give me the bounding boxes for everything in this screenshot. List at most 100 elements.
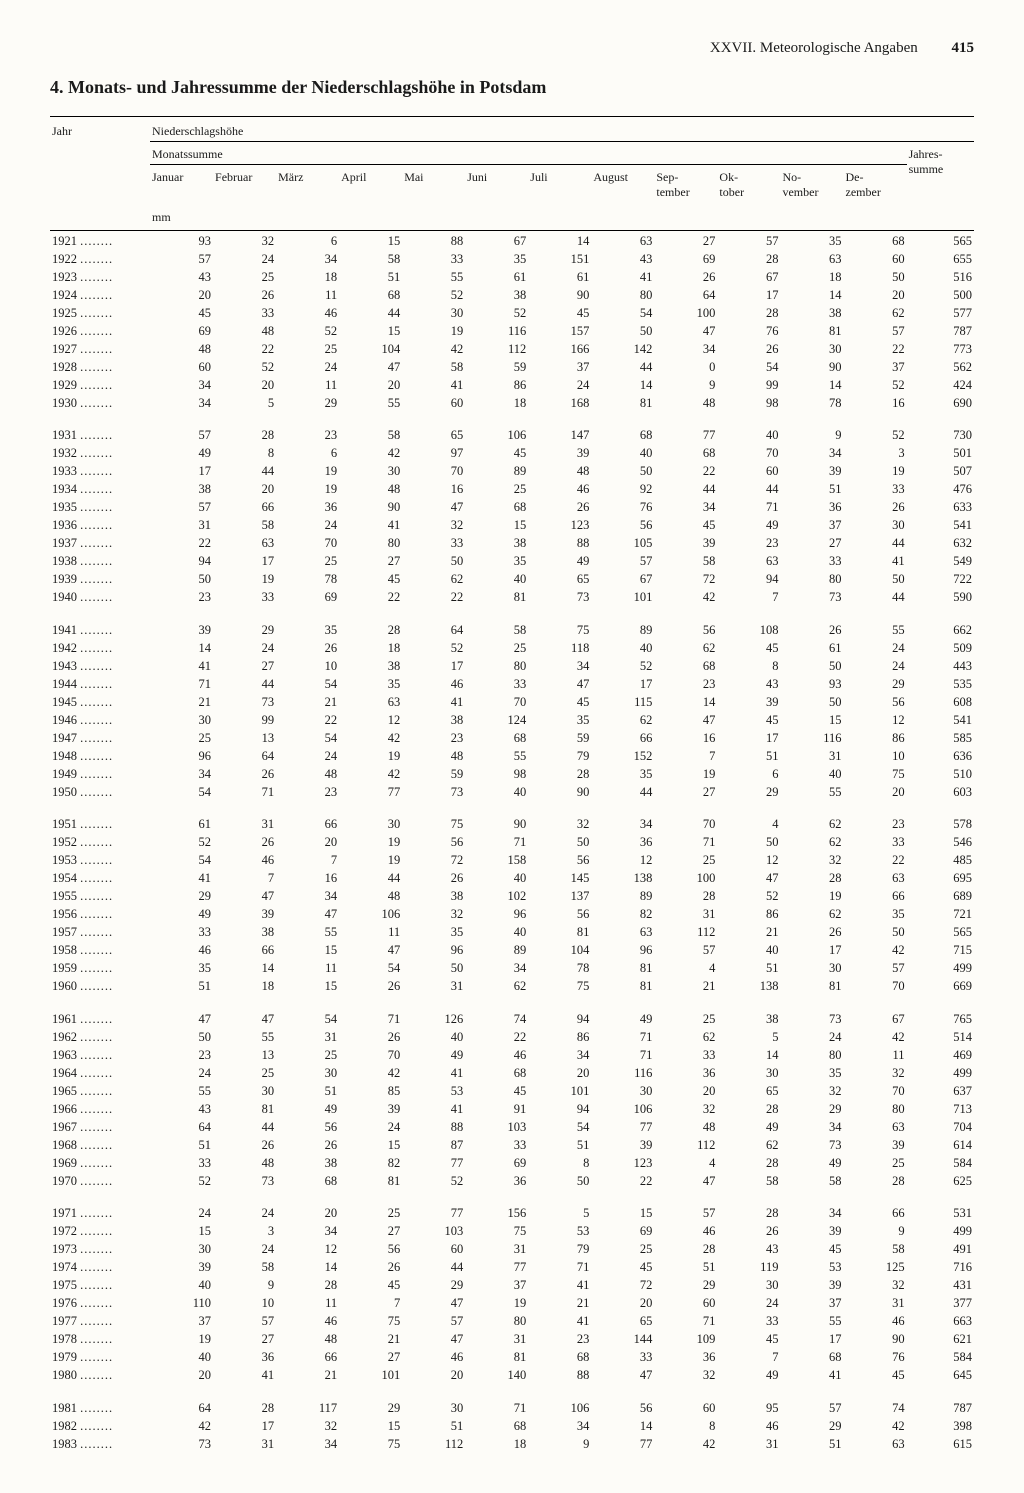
month-cell: 59: [528, 729, 591, 747]
month-cell: 42: [339, 445, 402, 463]
month-cell: 39: [654, 535, 717, 553]
annual-cell: 621: [907, 1331, 974, 1349]
month-cell: 78: [528, 960, 591, 978]
month-cell: 26: [276, 639, 339, 657]
month-cell: 52: [402, 639, 465, 657]
month-cell: 38: [717, 996, 780, 1029]
month-cell: 29: [717, 783, 780, 801]
month-cell: 30: [717, 1064, 780, 1082]
month-cell: 80: [844, 1100, 907, 1118]
month-cell: 10: [213, 1295, 276, 1313]
month-cell: 75: [528, 978, 591, 996]
month-cell: 49: [402, 1046, 465, 1064]
col-month-11: De- zember: [844, 164, 907, 205]
table-row: 1951 ........61316630759032347046223578: [50, 801, 974, 834]
table-row: 1922 ........572434583335151436928636065…: [50, 250, 974, 268]
month-cell: 90: [780, 358, 843, 376]
annual-cell: 590: [907, 589, 974, 607]
month-cell: 20: [276, 834, 339, 852]
month-cell: 49: [717, 1367, 780, 1385]
month-cell: 34: [528, 1046, 591, 1064]
month-cell: 25: [276, 1046, 339, 1064]
month-cell: 19: [339, 747, 402, 765]
month-cell: 5: [213, 394, 276, 412]
month-cell: 40: [465, 783, 528, 801]
month-cell: 53: [528, 1223, 591, 1241]
month-cell: 71: [717, 499, 780, 517]
month-cell: 80: [465, 1313, 528, 1331]
month-cell: 94: [717, 571, 780, 589]
month-cell: 31: [213, 801, 276, 834]
month-cell: 38: [780, 304, 843, 322]
month-cell: 29: [213, 607, 276, 640]
month-cell: 27: [780, 535, 843, 553]
month-cell: 88: [528, 535, 591, 553]
month-cell: 147: [528, 412, 591, 445]
month-cell: 116: [591, 1064, 654, 1082]
annual-cell: 645: [907, 1367, 974, 1385]
month-cell: 17: [717, 286, 780, 304]
month-cell: 124: [465, 711, 528, 729]
month-cell: 73: [528, 589, 591, 607]
table-row: 1961 ........474754711267494492538736776…: [50, 996, 974, 1029]
annual-cell: 541: [907, 517, 974, 535]
month-cell: 12: [276, 1241, 339, 1259]
year-cell: 1923 ........: [50, 268, 150, 286]
table-row: 1935 ........576636904768267634713626633: [50, 499, 974, 517]
month-cell: 31: [844, 1295, 907, 1313]
month-cell: 20: [339, 376, 402, 394]
year-cell: 1982 ........: [50, 1417, 150, 1435]
month-cell: 33: [402, 250, 465, 268]
month-cell: 42: [339, 765, 402, 783]
month-cell: 38: [402, 711, 465, 729]
month-cell: 140: [465, 1367, 528, 1385]
month-cell: 101: [339, 1367, 402, 1385]
month-cell: 138: [591, 870, 654, 888]
month-cell: 62: [780, 906, 843, 924]
month-cell: 29: [780, 1100, 843, 1118]
month-cell: 63: [717, 553, 780, 571]
annual-cell: 476: [907, 481, 974, 499]
year-cell: 1922 ........: [50, 250, 150, 268]
month-cell: 50: [402, 553, 465, 571]
month-cell: 51: [780, 481, 843, 499]
year-cell: 1949 ........: [50, 765, 150, 783]
month-cell: 94: [150, 553, 213, 571]
month-cell: 68: [465, 1417, 528, 1435]
col-month-9: Ok- tober: [717, 164, 780, 205]
month-cell: 30: [780, 960, 843, 978]
annual-cell: 662: [907, 607, 974, 640]
month-cell: 50: [780, 657, 843, 675]
month-cell: 28: [717, 304, 780, 322]
table-row: 1955 ........294734483810213789285219666…: [50, 888, 974, 906]
annual-cell: 499: [907, 1064, 974, 1082]
annual-cell: 424: [907, 376, 974, 394]
month-cell: 41: [844, 553, 907, 571]
month-cell: 52: [402, 1172, 465, 1190]
month-cell: 7: [213, 870, 276, 888]
month-cell: 54: [276, 996, 339, 1029]
month-cell: 54: [339, 960, 402, 978]
month-cell: 88: [402, 232, 465, 250]
month-cell: 20: [150, 1367, 213, 1385]
table-row: 1957 ........333855113540816311221265056…: [50, 924, 974, 942]
month-cell: 34: [276, 888, 339, 906]
month-cell: 145: [528, 870, 591, 888]
month-cell: 60: [844, 250, 907, 268]
year-cell: 1927 ........: [50, 340, 150, 358]
month-cell: 5: [528, 1190, 591, 1223]
month-cell: 62: [654, 639, 717, 657]
month-cell: 26: [339, 1259, 402, 1277]
month-cell: 71: [213, 783, 276, 801]
month-cell: 64: [654, 286, 717, 304]
month-cell: 50: [528, 834, 591, 852]
month-cell: 93: [150, 232, 213, 250]
month-cell: 7: [717, 589, 780, 607]
month-cell: 123: [591, 1154, 654, 1172]
month-cell: 42: [150, 1417, 213, 1435]
month-cell: 64: [402, 607, 465, 640]
month-cell: 55: [213, 1028, 276, 1046]
page-title: 4. Monats- und Jahressumme der Niedersch…: [50, 77, 974, 98]
month-cell: 144: [591, 1331, 654, 1349]
month-cell: 28: [780, 870, 843, 888]
